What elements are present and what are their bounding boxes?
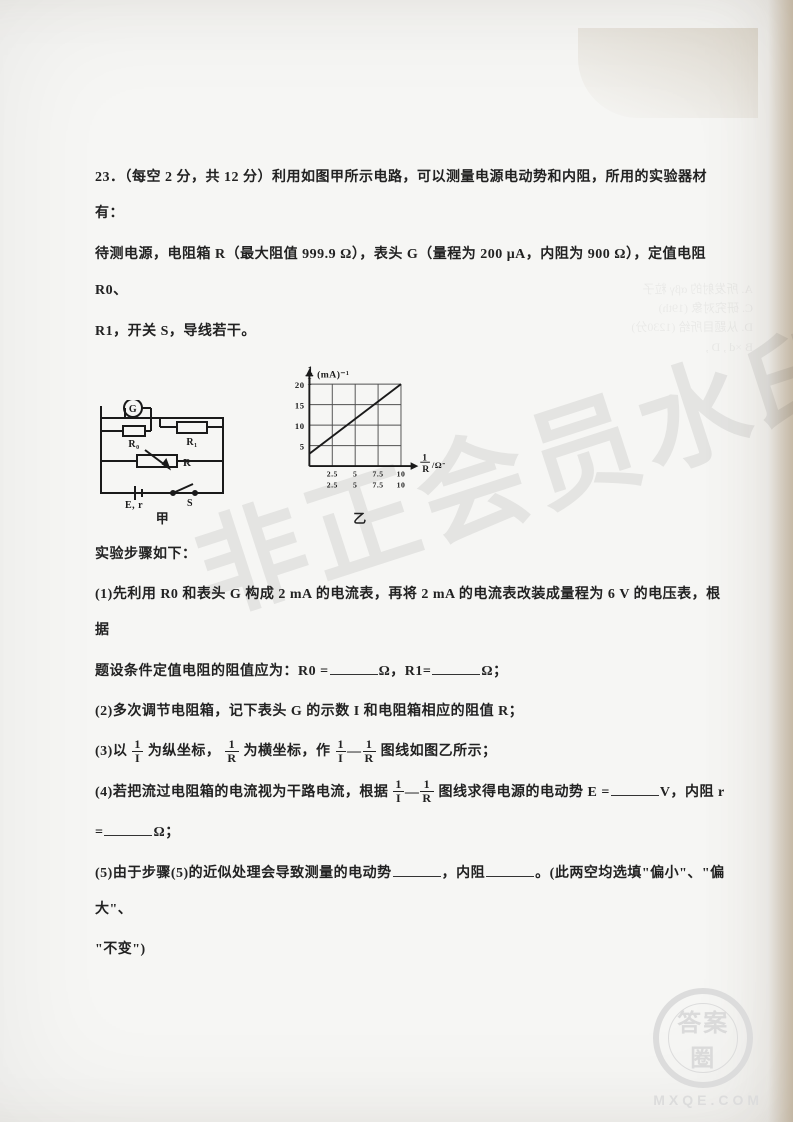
r-label: R — [183, 457, 192, 469]
page: 非正会员水印 A. 所发射的 αβγ 粒子C. 研究对象 (19th)D. 从题… — [0, 0, 793, 1122]
step-5a: (5)由于步骤(5)的近似处理会导致测量的电动势，内阻。(此两空均选填"偏小"、… — [95, 856, 725, 929]
q-heading: 23．（每空 2 分，共 12 分）利用如图甲所示电路，可以测量电源电动势和内阻… — [95, 160, 725, 233]
svg-text:(mA)⁻¹: (mA)⁻¹ — [317, 369, 349, 380]
r0-label: R₀ — [128, 439, 139, 450]
svg-text:20: 20 — [295, 380, 305, 390]
emf-label: E, r — [125, 500, 143, 510]
blank-r1 — [432, 660, 480, 675]
step-4b: =Ω； — [95, 815, 725, 851]
svg-text:15: 15 — [295, 400, 305, 410]
svg-text:7.5: 7.5 — [373, 480, 384, 489]
svg-text:5: 5 — [353, 480, 357, 489]
steps-intro: 实验步骤如下： — [95, 537, 725, 573]
stamp-url: MXQE.COM — [653, 1092, 763, 1108]
svg-text:10: 10 — [295, 421, 305, 431]
svg-text:7.5: 7.5 — [373, 470, 384, 479]
frac-1-over-I: 1I — [132, 738, 143, 765]
graph-caption: 乙 — [275, 510, 445, 528]
blank-r — [104, 821, 152, 836]
step-5b: "不变") — [95, 932, 725, 968]
frac-1I-b: 1I — [393, 778, 404, 805]
svg-text:10: 10 — [397, 470, 406, 479]
question-body: 23．（每空 2 分，共 12 分）利用如图甲所示电路，可以测量电源电动势和内阻… — [95, 160, 725, 973]
frac-1I: 1I — [336, 738, 347, 765]
blank-e — [611, 781, 659, 796]
switch-label: S — [187, 498, 193, 509]
svg-text:2.5: 2.5 — [327, 480, 338, 489]
step-2: (2)多次调节电阻箱，记下表头 G 的示数 I 和电阻箱相应的阻值 R； — [95, 694, 725, 730]
svg-text:1: 1 — [422, 452, 427, 463]
blank-r-bias — [486, 862, 534, 877]
blank-e-bias — [393, 862, 441, 877]
frac-1R: 1R — [363, 738, 376, 765]
circuit-caption: 甲 — [95, 510, 230, 528]
r1-label: R₁ — [186, 437, 197, 448]
frac-1-over-R: 1R — [225, 738, 238, 765]
diagrams-row: G R₀ R₁ — [95, 360, 725, 529]
step-1a: (1)先利用 R0 和表头 G 构成 2 mA 的电流表，再将 2 mA 的电流… — [95, 577, 725, 650]
g-label: G — [129, 404, 137, 415]
blank-r0 — [330, 660, 378, 675]
step-3: (3)以 1I 为纵坐标， 1R 为横坐标，作 1I—1R 图线如图乙所示； — [95, 734, 725, 770]
svg-text:5: 5 — [353, 470, 357, 479]
svg-text:10: 10 — [397, 480, 406, 489]
svg-text:/Ω⁻¹: /Ω⁻¹ — [431, 460, 445, 470]
svg-text:R: R — [422, 464, 430, 475]
circuit-diagram: G R₀ R₁ — [95, 400, 230, 528]
q-number: 23． — [95, 170, 125, 185]
stamp-circle-icon: 答案圈 — [653, 988, 753, 1088]
paper-fold — [578, 28, 758, 118]
scan-right-shadow — [768, 0, 793, 1122]
step-4a: (4)若把流过电阻箱的电流视为干路电流，根据 1I—1R 图线求得电源的电动势 … — [95, 775, 725, 811]
svg-text:5: 5 — [300, 441, 305, 451]
q-line2: 待测电源，电阻箱 R（最大阻值 999.9 Ω），表头 G（量程为 200 μA… — [95, 237, 725, 310]
q-line3: R1，开关 S，导线若干。 — [95, 314, 725, 350]
svg-text:2.5: 2.5 — [327, 470, 338, 479]
graph-diagram: 1I(mA)⁻¹51015202.557.5102.557.5101R/Ω⁻¹ … — [275, 360, 445, 529]
step-1b: 题设条件定值电阻的阻值应为：R0 =Ω，R1=Ω； — [95, 654, 725, 690]
watermark-stamp: 答案圈 MXQE.COM — [653, 988, 763, 1108]
frac-1R-b: 1R — [420, 778, 433, 805]
